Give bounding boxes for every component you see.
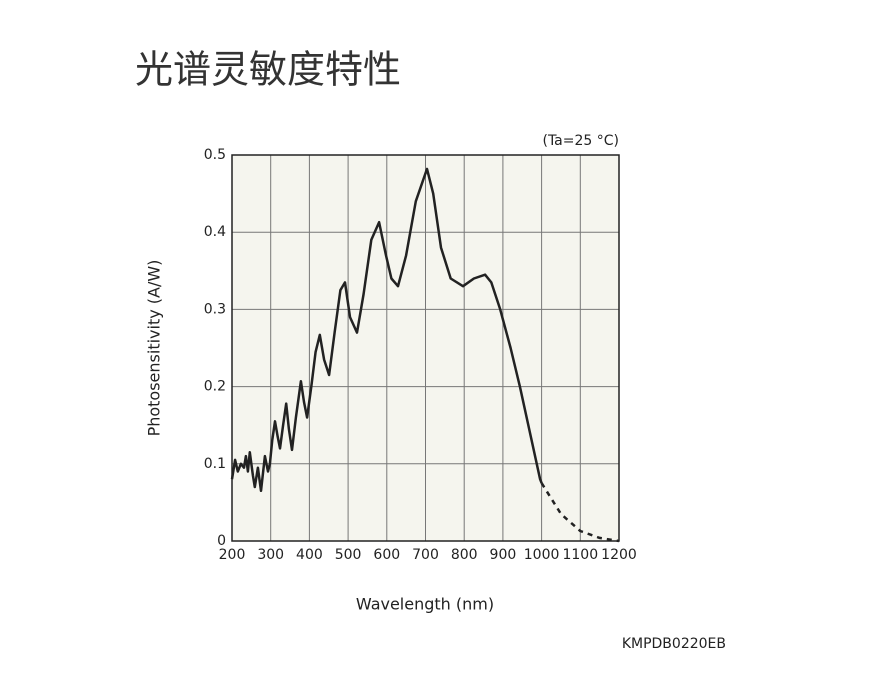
y-tick-label: 0.5 bbox=[204, 147, 226, 163]
y-axis-label: Photosensitivity (A/W) bbox=[145, 260, 164, 437]
x-tick-label: 900 bbox=[490, 547, 517, 563]
x-tick-label: 600 bbox=[373, 547, 400, 563]
x-tick-label: 1200 bbox=[601, 547, 637, 563]
data-line bbox=[230, 167, 543, 493]
x-tick-label: 300 bbox=[257, 547, 284, 563]
x-tick-label: 500 bbox=[335, 547, 362, 563]
figure-code: KMPDB0220EB bbox=[622, 636, 726, 652]
chart-title: 光谱灵敏度特性 bbox=[135, 48, 401, 92]
plot-frame bbox=[231, 154, 620, 542]
x-tick-label: 800 bbox=[451, 547, 478, 563]
x-tick-label: 200 bbox=[219, 547, 246, 563]
y-tick-label: 0.1 bbox=[204, 456, 226, 472]
y-tick-label: 0.3 bbox=[204, 301, 226, 317]
x-tick-label: 400 bbox=[296, 547, 323, 563]
y-tick-label: 0 bbox=[217, 533, 226, 549]
x-axis-label: Wavelength (nm) bbox=[356, 595, 494, 614]
annotation: (Ta=25 °C) bbox=[542, 133, 619, 149]
x-tick-label: 1100 bbox=[562, 547, 598, 563]
y-tick-label: 0.2 bbox=[204, 379, 226, 395]
x-tick-label: 700 bbox=[412, 547, 439, 563]
x-tick-label: 1000 bbox=[524, 547, 560, 563]
y-tick-label: 0.4 bbox=[204, 224, 226, 240]
dashed-line bbox=[540, 482, 620, 543]
